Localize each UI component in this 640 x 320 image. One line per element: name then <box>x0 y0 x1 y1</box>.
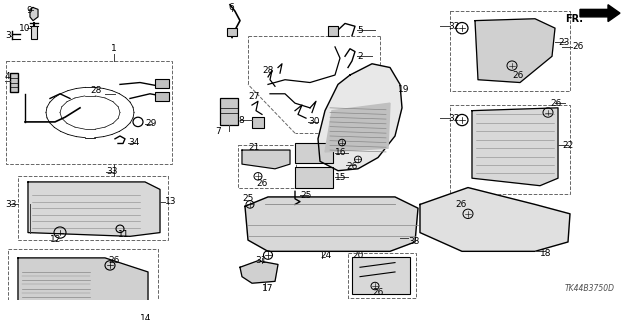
Text: 26: 26 <box>512 70 524 80</box>
Bar <box>252 117 264 129</box>
Polygon shape <box>472 108 558 186</box>
Text: 21: 21 <box>248 143 259 152</box>
Bar <box>352 257 410 294</box>
Text: 26: 26 <box>372 288 383 297</box>
Text: 26: 26 <box>256 179 268 188</box>
Bar <box>295 167 333 188</box>
Text: 33: 33 <box>5 200 17 209</box>
Text: FR.: FR. <box>565 14 583 24</box>
Polygon shape <box>28 182 160 236</box>
Text: 27: 27 <box>248 92 259 101</box>
Text: 26: 26 <box>550 99 561 108</box>
Text: 16: 16 <box>335 148 346 157</box>
Text: 30: 30 <box>308 117 319 126</box>
Bar <box>10 73 18 92</box>
Text: 25: 25 <box>300 191 312 200</box>
Text: 13: 13 <box>165 197 177 206</box>
Text: 26: 26 <box>346 163 357 172</box>
Bar <box>295 142 333 163</box>
Polygon shape <box>318 64 402 171</box>
Polygon shape <box>475 19 555 83</box>
Text: 4: 4 <box>5 72 11 81</box>
Text: 24: 24 <box>320 251 332 260</box>
Text: 26: 26 <box>455 200 467 209</box>
Polygon shape <box>240 261 278 283</box>
Text: 11: 11 <box>118 230 129 239</box>
Text: 18: 18 <box>540 249 552 258</box>
Polygon shape <box>580 5 620 21</box>
Bar <box>6 61 172 164</box>
Text: 22: 22 <box>562 141 573 150</box>
Text: 6: 6 <box>228 3 234 12</box>
Text: TK44B3750D: TK44B3750D <box>565 284 615 293</box>
Polygon shape <box>242 150 290 169</box>
Bar <box>31 26 37 39</box>
Text: 3: 3 <box>5 31 11 40</box>
Text: 26: 26 <box>572 42 584 52</box>
Text: 26: 26 <box>108 256 120 265</box>
Text: 1: 1 <box>111 44 117 53</box>
Bar <box>328 26 338 36</box>
Text: 12: 12 <box>50 235 61 244</box>
Bar <box>348 253 416 298</box>
Bar <box>18 176 168 240</box>
Bar <box>227 28 237 36</box>
Bar <box>450 105 570 194</box>
Bar <box>220 99 238 125</box>
Polygon shape <box>420 188 570 251</box>
Text: 23: 23 <box>558 38 570 47</box>
Text: 34: 34 <box>128 138 140 147</box>
Text: 7: 7 <box>215 127 221 136</box>
Text: 17: 17 <box>262 284 273 293</box>
Bar <box>450 11 570 91</box>
Text: 28: 28 <box>90 85 101 94</box>
Text: 15: 15 <box>335 173 346 182</box>
Text: 19: 19 <box>398 84 410 93</box>
Text: 28: 28 <box>262 66 273 75</box>
Text: 9: 9 <box>26 6 32 15</box>
Polygon shape <box>245 197 418 251</box>
Bar <box>238 145 296 188</box>
Text: 2: 2 <box>357 52 363 61</box>
Text: 32: 32 <box>448 22 460 31</box>
Text: 8: 8 <box>238 116 244 124</box>
Text: 33: 33 <box>408 237 419 246</box>
Text: 29: 29 <box>145 119 156 128</box>
Polygon shape <box>18 258 148 320</box>
Bar <box>155 79 169 88</box>
Polygon shape <box>325 103 390 152</box>
Bar <box>8 249 158 320</box>
Bar <box>155 92 169 101</box>
Text: 25: 25 <box>242 194 253 203</box>
Text: 20: 20 <box>352 251 364 260</box>
Text: 14: 14 <box>140 314 152 320</box>
Text: 10: 10 <box>19 24 31 33</box>
Text: 32: 32 <box>448 114 460 123</box>
Text: 31: 31 <box>255 256 266 265</box>
Text: 33: 33 <box>106 167 118 176</box>
Polygon shape <box>30 7 38 20</box>
Text: 5: 5 <box>357 26 363 35</box>
